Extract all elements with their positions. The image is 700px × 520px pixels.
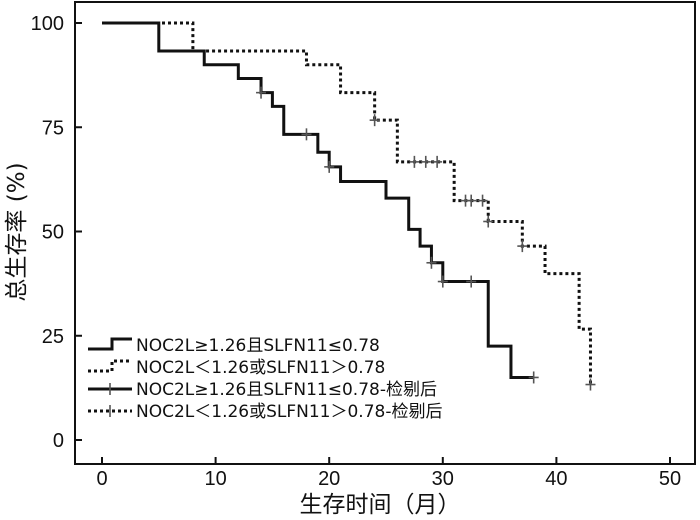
- series-1-curve: [102, 21, 534, 379]
- plot-frame: [74, 1, 696, 465]
- x-tick-label: 50: [659, 468, 681, 490]
- legend: NOC2L≥1.26且SLFN11≤0.78NOC2L＜1.26或SLFN11＞…: [88, 336, 442, 422]
- legend-label: NOC2L＜1.26或SLFN11＞0.78-检剔后: [136, 402, 442, 422]
- x-tick-label: 40: [545, 468, 567, 490]
- x-tick-label: 20: [318, 468, 340, 490]
- series-layer: [102, 21, 596, 391]
- legend-item: NOC2L＜1.26或SLFN11＞0.78-检剔后: [88, 402, 442, 422]
- legend-label: NOC2L≥1.26且SLFN11≤0.78-检剔后: [136, 380, 437, 400]
- x-tick-label: 0: [96, 468, 107, 490]
- x-axis-title: 生存时间（月）: [300, 492, 461, 518]
- y-axis-ticks: 0 25 50 75 100: [31, 13, 82, 452]
- x-axis-ticks: 0 10 20 30 40 50: [96, 457, 681, 490]
- legend-symbol: [88, 359, 132, 373]
- legend-symbol: [88, 337, 132, 351]
- x-tick-label: 30: [432, 468, 454, 490]
- legend-item: NOC2L≥1.26且SLFN11≤0.78-检剔后: [88, 380, 437, 400]
- y-tick-label: 100: [31, 13, 64, 35]
- y-axis-title: 总生存率 (%): [4, 162, 30, 301]
- legend-item: NOC2L≥1.26且SLFN11≤0.78: [88, 336, 380, 356]
- legend-label: NOC2L＜1.26或SLFN11＞0.78: [136, 358, 385, 378]
- y-tick-label: 75: [42, 117, 64, 139]
- series-2-curve: [102, 21, 592, 385]
- y-tick-label: 25: [42, 326, 64, 348]
- y-tick-label: 0: [53, 430, 64, 452]
- legend-label: NOC2L≥1.26且SLFN11≤0.78: [136, 336, 380, 356]
- y-tick-label: 50: [42, 222, 64, 244]
- x-tick-label: 10: [204, 468, 226, 490]
- legend-item: NOC2L＜1.26或SLFN11＞0.78: [88, 358, 385, 378]
